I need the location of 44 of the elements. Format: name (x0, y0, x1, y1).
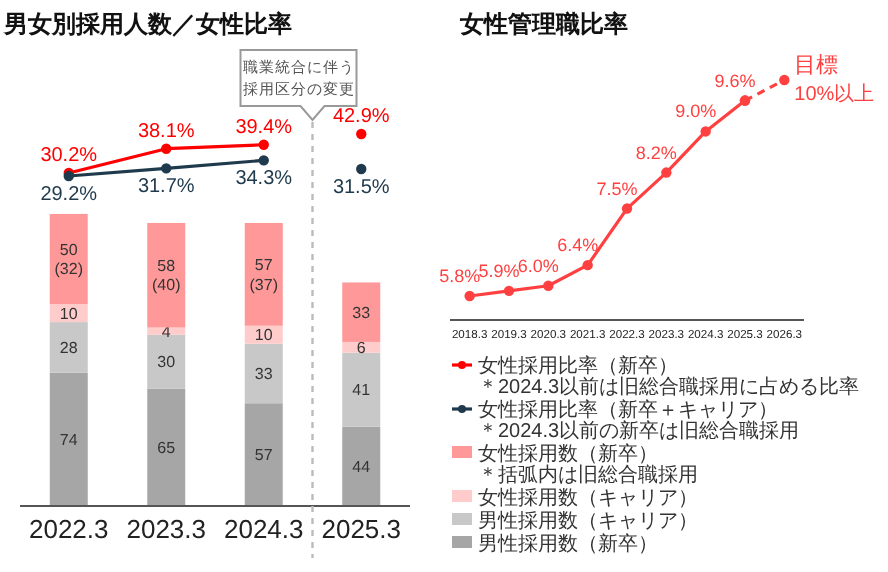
data-label: 74 (59, 430, 79, 449)
data-label: 33 (352, 303, 372, 322)
data-label: 6.0% (517, 255, 559, 276)
x-tick-label: 2024.3 (223, 514, 304, 544)
data-label: 5.9% (478, 260, 520, 281)
data-label: 65 (157, 439, 177, 458)
data-label: 57 (37) (249, 256, 279, 294)
legend-label: 女性採用数（キャリア） (478, 486, 698, 510)
data-label: 29.2% (40, 184, 98, 206)
data-label: 42.9% (332, 106, 390, 128)
data-label: 9.6% (714, 70, 756, 91)
x-tick-label: 2022.3 (28, 514, 109, 544)
data-label: 28 (59, 338, 79, 357)
legend-label: 男性採用数（新卒） (478, 532, 658, 556)
data-label: 44 (352, 457, 372, 476)
data-label: 41 (352, 381, 372, 400)
annotation: 目標 10%以上 (794, 54, 875, 106)
chart-title: 女性管理職比率 (458, 10, 628, 38)
data-label: 6.4% (557, 235, 599, 256)
legend-label: 男性採用数（キャリア） (478, 509, 698, 533)
data-label: 34.3% (235, 168, 293, 191)
chart-title: 男女別採用人数／女性比率 (2, 10, 292, 38)
data-label: 57 (254, 446, 274, 465)
x-tick-label: 2025.3 (321, 514, 402, 544)
data-label: 39.4% (235, 116, 293, 139)
data-label: 31.7% (137, 176, 195, 199)
data-label: 9.0% (675, 101, 717, 122)
data-label: 10 (59, 304, 79, 323)
data-label: 33 (254, 365, 274, 384)
legend-label: 女性採用比率（新卒）＊2024.3以前は旧総合職採用に占める比率 (478, 354, 860, 399)
data-label: 7.5% (596, 178, 638, 199)
x-tick-label: 2023.3 (126, 514, 207, 544)
data-label: 58 (40) (152, 257, 182, 295)
data-label: 5.8% (439, 266, 481, 286)
data-label: 30 (157, 353, 177, 372)
data-label: 10 (254, 326, 274, 345)
data-label: 6 (356, 338, 367, 357)
data-label: 50 (32) (54, 241, 84, 279)
data-label: 30.2% (40, 144, 98, 167)
legend-label: 女性採用数（新卒）＊括弧内は旧総合職採用 (478, 442, 698, 487)
data-label: 31.5% (332, 176, 390, 199)
legend-label: 女性採用比率（新卒＋キャリア）＊2024.3以前の新卒は旧総合職採用 (478, 398, 800, 443)
data-label: 8.2% (635, 142, 677, 163)
data-label: 38.1% (137, 120, 195, 143)
